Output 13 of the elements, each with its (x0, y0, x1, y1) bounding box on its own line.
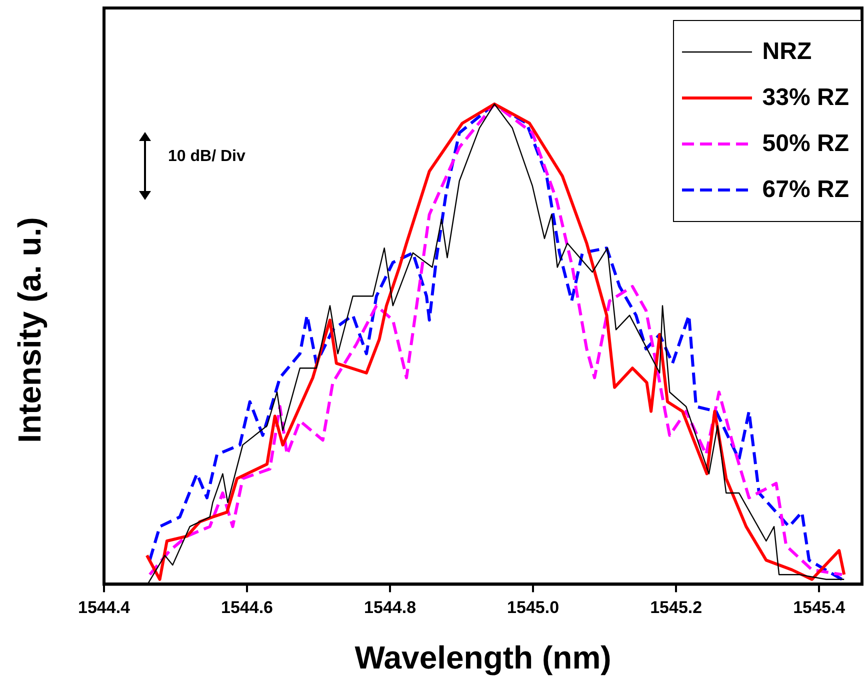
x-tick-label: 1544.4 (78, 598, 131, 618)
x-tick-label: 1545.4 (793, 598, 846, 618)
annotation: 10 dB/ Div (168, 148, 246, 166)
y-axis-title: Intensity (a. u.) (12, 217, 48, 443)
legend-label: NRZ (762, 38, 812, 66)
x-axis-title: Wavelength (nm) (354, 640, 612, 676)
legend-label: 50% RZ (762, 130, 849, 158)
x-tick-label: 1544.8 (364, 598, 416, 618)
x-tick-label: 1545.2 (650, 598, 702, 618)
legend-label: 33% RZ (762, 84, 849, 112)
x-tick-label: 1544.6 (221, 598, 274, 618)
legend-label: 67% RZ (762, 176, 849, 204)
x-tick-label: 1545.0 (507, 598, 560, 618)
